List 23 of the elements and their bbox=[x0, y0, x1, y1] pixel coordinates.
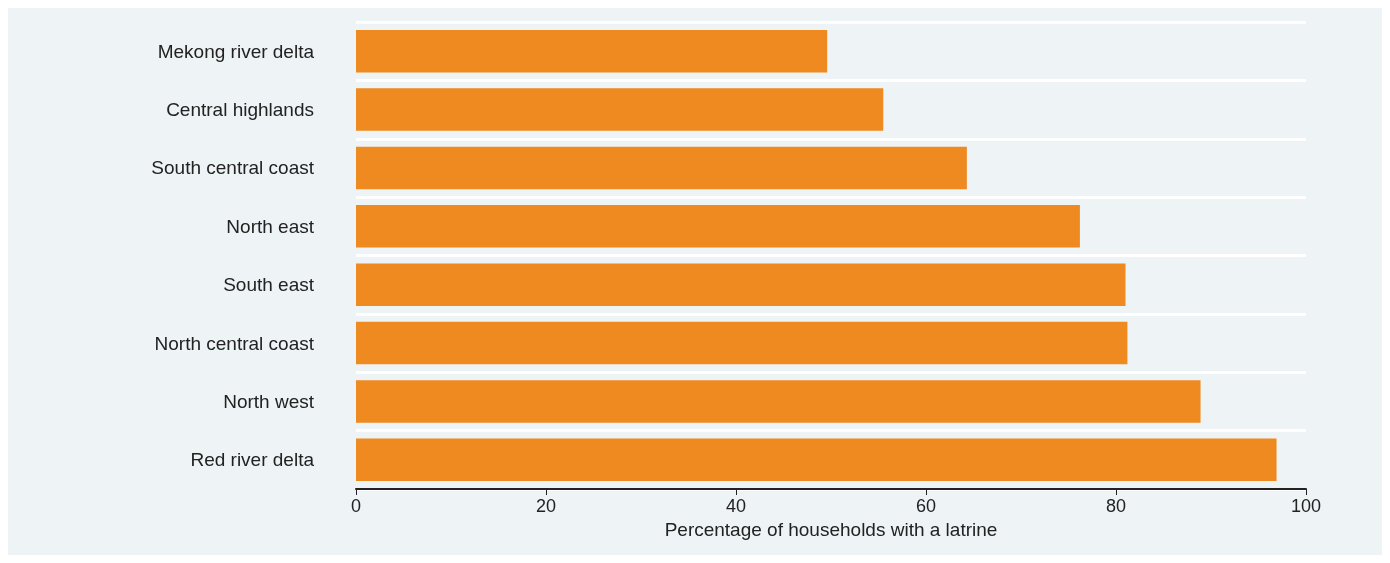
y-tick-label: South central coast bbox=[151, 157, 315, 179]
y-tick-label: North east bbox=[226, 215, 315, 237]
x-tick-label: 40 bbox=[725, 496, 747, 516]
x-tick-label: 0 bbox=[350, 496, 362, 516]
x-tick-label: 60 bbox=[915, 496, 937, 516]
y-tick-label: North west bbox=[223, 390, 315, 412]
x-axis-title: Percentage of households with a latrine bbox=[664, 518, 998, 540]
y-tick-label: Mekong river delta bbox=[157, 40, 315, 62]
bar bbox=[356, 205, 1080, 248]
y-tick-label: North central coast bbox=[154, 332, 315, 354]
x-tick-label: 80 bbox=[1105, 496, 1127, 516]
x-tick-label: 100 bbox=[1290, 496, 1322, 516]
bar bbox=[356, 146, 967, 190]
bar bbox=[356, 321, 1128, 365]
bar bbox=[356, 29, 828, 73]
bar bbox=[356, 263, 1126, 306]
x-tick-label: 20 bbox=[535, 496, 557, 516]
y-tick-label: Red river delta bbox=[190, 449, 315, 471]
bar bbox=[356, 88, 884, 131]
bar bbox=[356, 438, 1277, 482]
y-tick-label: Central highlands bbox=[166, 99, 314, 121]
y-tick-label: South east bbox=[223, 274, 315, 296]
bar bbox=[356, 380, 1201, 423]
